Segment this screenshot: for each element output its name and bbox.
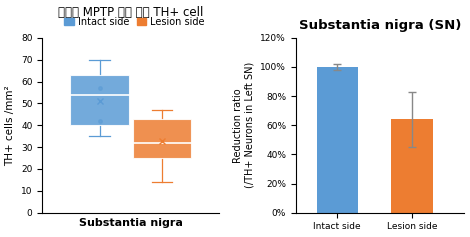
Title: 경동맥 MPTP 투여 모델 TH+ cell: 경동맥 MPTP 투여 모델 TH+ cell (58, 5, 204, 18)
Bar (392, 119, 432, 213)
Legend: Intact side, Lesion side: Intact side, Lesion side (60, 13, 209, 31)
Y-axis label: Reduction ratio
(/TH+ Neurons in Left SN): Reduction ratio (/TH+ Neurons in Left SN… (233, 62, 255, 188)
Bar (133, 119, 191, 158)
Bar (316, 67, 358, 213)
Bar (70, 75, 129, 125)
X-axis label: Substantia nigra: Substantia nigra (79, 218, 183, 228)
Title: Substantia nigra (SN): Substantia nigra (SN) (299, 19, 462, 32)
Y-axis label: TH+ cells /mm²: TH+ cells /mm² (6, 85, 16, 166)
